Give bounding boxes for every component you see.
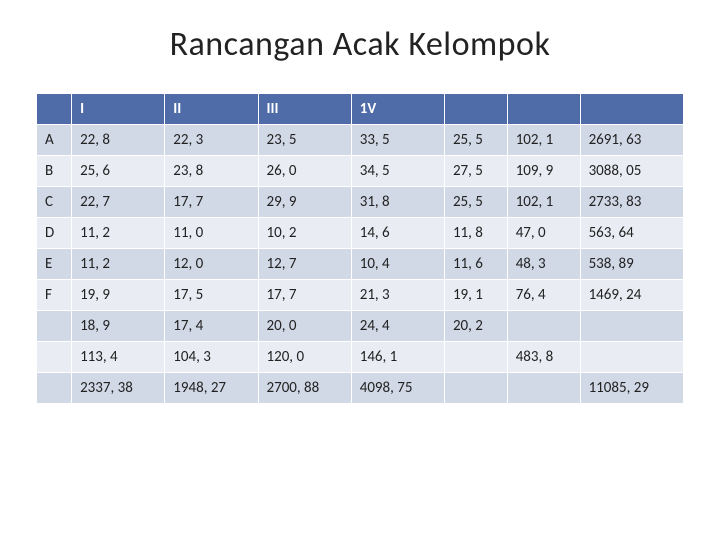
table-row: C22, 717, 729, 931, 825, 5102, 12733, 83 [37,187,684,218]
table-cell: 11, 0 [165,218,258,249]
table-cell: 10, 4 [351,249,444,280]
table-cell: 11, 8 [444,218,507,249]
table-body: A22, 822, 323, 533, 525, 5102, 12691, 63… [37,125,684,404]
col-header [37,94,72,125]
table-cell: 102, 1 [507,125,580,156]
table-cell: E [37,249,72,280]
table-cell [580,311,683,342]
table-cell: 48, 3 [507,249,580,280]
table-cell: 11085, 29 [580,373,683,404]
table-cell: 20, 2 [444,311,507,342]
table-cell: 11, 6 [444,249,507,280]
table-cell: 25, 5 [444,125,507,156]
table-cell: 31, 8 [351,187,444,218]
table-cell: 22, 7 [72,187,165,218]
table-cell: 33, 5 [351,125,444,156]
table-cell: 483, 8 [507,342,580,373]
table-cell: 26, 0 [258,156,351,187]
table-cell: 1469, 24 [580,280,683,311]
table-cell: D [37,218,72,249]
table-cell: 19, 1 [444,280,507,311]
table-cell: 2700, 88 [258,373,351,404]
table-cell: 22, 3 [165,125,258,156]
table-cell: 25, 6 [72,156,165,187]
table-cell: 3088, 05 [580,156,683,187]
table-cell: 11, 2 [72,249,165,280]
table-row: F19, 917, 517, 721, 319, 176, 41469, 24 [37,280,684,311]
table-cell [507,373,580,404]
table-row: 2337, 381948, 272700, 884098, 75 11085, 2… [37,373,684,404]
table-cell [37,311,72,342]
table-cell: 2733, 83 [580,187,683,218]
table-cell: 18, 9 [72,311,165,342]
table-cell: 17, 7 [165,187,258,218]
table-cell: 1948, 27 [165,373,258,404]
col-header: I [72,94,165,125]
table-cell: 34, 5 [351,156,444,187]
table-cell: 23, 5 [258,125,351,156]
table-cell: 104, 3 [165,342,258,373]
table-cell: 17, 4 [165,311,258,342]
col-header [444,94,507,125]
table-row: E11, 212, 012, 710, 411, 648, 3538, 89 [37,249,684,280]
table-cell: 4098, 75 [351,373,444,404]
table-cell: 563, 64 [580,218,683,249]
table-cell: 12, 0 [165,249,258,280]
table-cell [444,342,507,373]
table-cell: 17, 7 [258,280,351,311]
table-cell: 109, 9 [507,156,580,187]
table-cell: 11, 2 [72,218,165,249]
table-cell: 27, 5 [444,156,507,187]
col-header: 1V [351,94,444,125]
table-cell [580,342,683,373]
table-header-row: I II III 1V [37,94,684,125]
table-cell: 23, 8 [165,156,258,187]
table-cell [37,342,72,373]
table-row: 113, 4104, 3120, 0146, 1 483, 8 [37,342,684,373]
table-cell: 22, 8 [72,125,165,156]
table-cell: 24, 4 [351,311,444,342]
table-cell: 29, 9 [258,187,351,218]
table-row: A22, 822, 323, 533, 525, 5102, 12691, 63 [37,125,684,156]
table-cell: 2337, 38 [72,373,165,404]
col-header: III [258,94,351,125]
col-header: II [165,94,258,125]
table-cell: 76, 4 [507,280,580,311]
table-cell: 21, 3 [351,280,444,311]
table-cell [444,373,507,404]
table-cell [37,373,72,404]
table-cell: 17, 5 [165,280,258,311]
table-cell: 538, 89 [580,249,683,280]
table-row: 18, 917, 420, 024, 420, 2 [37,311,684,342]
table-cell: 12, 7 [258,249,351,280]
table-cell: 2691, 63 [580,125,683,156]
table-cell: 20, 0 [258,311,351,342]
col-header [580,94,683,125]
table-cell: 10, 2 [258,218,351,249]
table-cell: 102, 1 [507,187,580,218]
table-row: B25, 623, 826, 034, 527, 5109, 93088, 05 [37,156,684,187]
table-cell: 146, 1 [351,342,444,373]
table-cell: C [37,187,72,218]
table-row: D11, 211, 010, 214, 611, 847, 0563, 64 [37,218,684,249]
data-table: I II III 1V A22, 822, 323, 533, 525, 510… [36,93,684,404]
col-header [507,94,580,125]
page-title: Rancangan Acak Kelompok [36,24,684,65]
table-cell: B [37,156,72,187]
table-cell: 113, 4 [72,342,165,373]
table-cell: 47, 0 [507,218,580,249]
table-cell: A [37,125,72,156]
table-cell [507,311,580,342]
table-cell: 25, 5 [444,187,507,218]
table-cell: F [37,280,72,311]
table-cell: 14, 6 [351,218,444,249]
table-cell: 19, 9 [72,280,165,311]
table-cell: 120, 0 [258,342,351,373]
